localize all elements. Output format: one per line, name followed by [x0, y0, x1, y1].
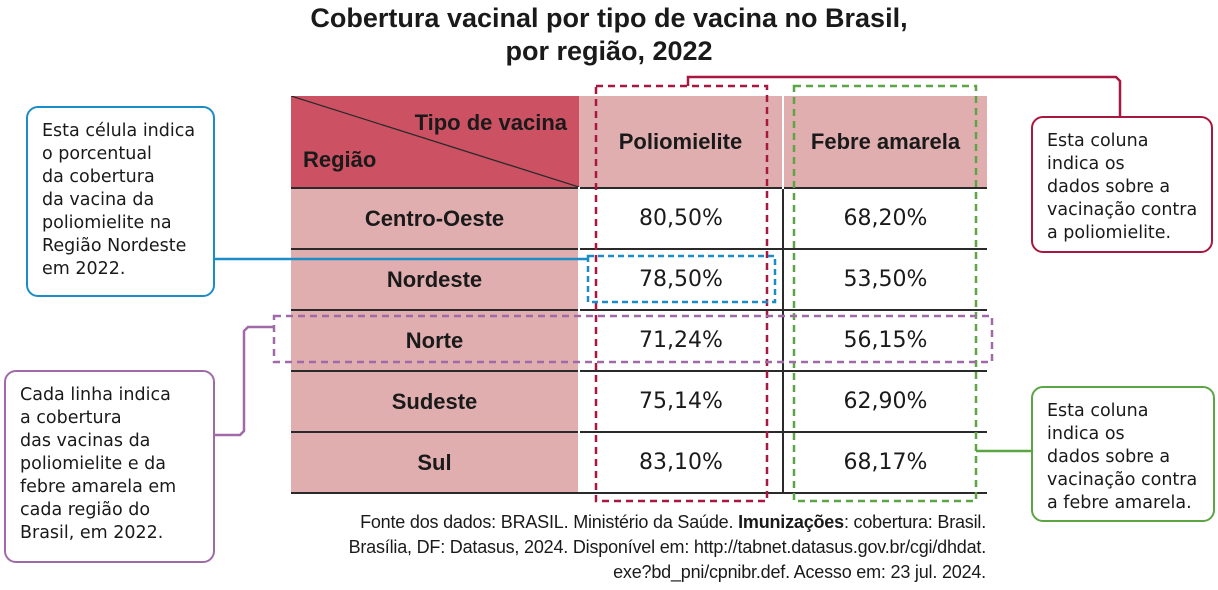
- polio-value-cell: 83,10%: [579, 431, 784, 494]
- polio-value-cell: 78,50%: [579, 248, 784, 310]
- region-cell: Sudeste: [291, 370, 580, 432]
- callout-polio-column: Esta coluna indica os dados sobre a vaci…: [1031, 116, 1213, 253]
- polio-value-cell: 80,50%: [579, 187, 784, 249]
- callout-line: vacinação contra: [1047, 470, 1198, 490]
- region-cell: Norte: [291, 309, 580, 371]
- callout-line: Região Nordeste: [42, 236, 187, 256]
- callout-febre-column: Esta coluna indica os dados sobre a vaci…: [1031, 386, 1215, 522]
- callout-line: o porcentual: [42, 144, 152, 164]
- callout-line: Esta célula indica: [42, 121, 196, 141]
- callout-line: da cobertura: [42, 167, 155, 187]
- callout-row: Cada linha indica a cobertura das vacina…: [4, 370, 215, 563]
- region-cell: Sul: [291, 431, 580, 494]
- table-row: Norte 71,24% 56,15%: [291, 309, 987, 371]
- callout-line: Brasil, em 2022.: [20, 523, 164, 543]
- region-cell: Nordeste: [291, 248, 580, 310]
- page-title: Cobertura vacinal por tipo de vacina no …: [0, 2, 1218, 68]
- column-header-febre-amarela: Febre amarela: [783, 96, 987, 188]
- febre-value-cell: 62,90%: [783, 370, 987, 432]
- source-suffix: : cobertura: Brasil.: [843, 512, 986, 532]
- table-row: Sul 83,10% 68,17%: [291, 431, 987, 494]
- callout-line: vacinação contra: [1047, 200, 1198, 220]
- callout-line: das vacinas da: [20, 431, 151, 451]
- callout-line: indica os: [1047, 154, 1125, 174]
- febre-value-cell: 68,17%: [783, 431, 987, 494]
- callout-line: Esta coluna: [1047, 131, 1149, 151]
- febre-value-cell: 53,50%: [783, 248, 987, 310]
- callout-line: cada região do: [20, 500, 151, 520]
- source-line-2: Brasília, DF: Datasus, 2024. Disponível …: [348, 537, 987, 557]
- table-row: Sudeste 75,14% 62,90%: [291, 370, 987, 432]
- table-row: Nordeste 78,50% 53,50%: [291, 248, 987, 310]
- title-line-1: Cobertura vacinal por tipo de vacina no …: [310, 3, 908, 33]
- source-citation: Fonte dos dados: BRASIL. Ministério da S…: [348, 510, 987, 585]
- row-connector: [215, 325, 274, 437]
- callout-line: em 2022.: [42, 259, 126, 279]
- callout-line: Esta coluna: [1047, 401, 1149, 421]
- callout-line: poliomielite na: [42, 213, 172, 233]
- source-line-3: exe?bd_pni/cpnibr.def. Acesso em: 23 jul…: [613, 562, 986, 582]
- polio-value-cell: 71,24%: [579, 309, 784, 371]
- title-line-2: por região, 2022: [505, 36, 713, 66]
- corner-header-cell: Tipo de vacina Região: [291, 96, 579, 188]
- corner-label-vaccine-type: Tipo de vacina: [414, 110, 567, 135]
- callout-line: poliomielite e da: [20, 454, 166, 474]
- callout-line: indica os: [1047, 424, 1125, 444]
- source-bold-title: Imunizações: [738, 512, 844, 532]
- callout-cell: Esta célula indica o porcentual da cober…: [26, 106, 215, 297]
- callout-line: a poliomielite.: [1047, 223, 1172, 243]
- polio-value-cell: 75,14%: [579, 370, 784, 432]
- callout-line: a febre amarela.: [1047, 493, 1192, 513]
- table-header-row: Tipo de vacina Região Poliomielite Febre…: [291, 96, 987, 188]
- vaccination-table: Tipo de vacina Região Poliomielite Febre…: [291, 96, 987, 494]
- table-row: Centro-Oeste 80,50% 68,20%: [291, 187, 987, 249]
- callout-line: dados sobre a: [1047, 447, 1171, 467]
- callout-line: a cobertura: [20, 408, 122, 428]
- region-cell: Centro-Oeste: [291, 187, 580, 249]
- column-header-poliomielite: Poliomielite: [579, 96, 784, 188]
- callout-line: febre amarela em: [20, 477, 177, 497]
- corner-label-region: Região: [303, 147, 377, 172]
- febre-value-cell: 68,20%: [783, 187, 987, 249]
- source-prefix: Fonte dos dados: BRASIL. Ministério da S…: [360, 512, 739, 532]
- febre-value-cell: 56,15%: [783, 309, 987, 371]
- callout-line: da vacina da: [42, 190, 155, 210]
- callout-line: dados sobre a: [1047, 177, 1171, 197]
- callout-line: Cada linha indica: [20, 385, 171, 405]
- source-line-1: Fonte dos dados: BRASIL. Ministério da S…: [349, 510, 986, 535]
- diagonal-divider: [291, 96, 579, 187]
